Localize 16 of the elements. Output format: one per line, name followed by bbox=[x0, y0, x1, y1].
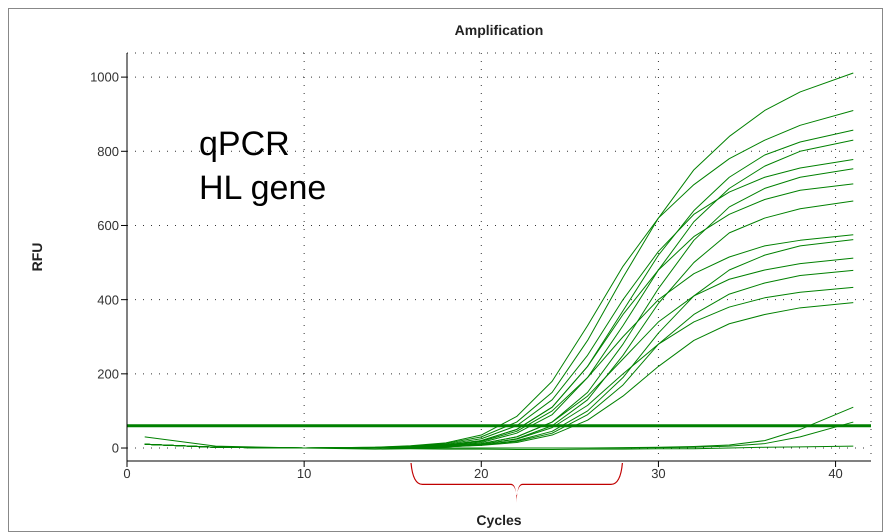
annotation: qPCR bbox=[199, 125, 290, 163]
y-tick-label: 400 bbox=[97, 292, 119, 308]
y-tick-label: 800 bbox=[97, 144, 119, 159]
y-axis-title: RFU bbox=[28, 242, 45, 272]
x-tick-label: 20 bbox=[474, 466, 489, 482]
chart-title: Amplification bbox=[454, 22, 544, 38]
y-tick-label: 0 bbox=[112, 440, 119, 456]
y-tick-label: 1000 bbox=[90, 70, 119, 85]
x-axis-title: Cycles bbox=[476, 512, 522, 528]
y-tick-label: 600 bbox=[97, 218, 119, 234]
x-tick-label: 40 bbox=[828, 466, 843, 482]
annotation: HL gene bbox=[199, 169, 326, 207]
x-tick-label: 0 bbox=[123, 466, 131, 482]
x-tick-label: 10 bbox=[296, 466, 312, 482]
y-tick-label: 200 bbox=[97, 366, 119, 382]
x-tick-label: 30 bbox=[651, 466, 666, 482]
